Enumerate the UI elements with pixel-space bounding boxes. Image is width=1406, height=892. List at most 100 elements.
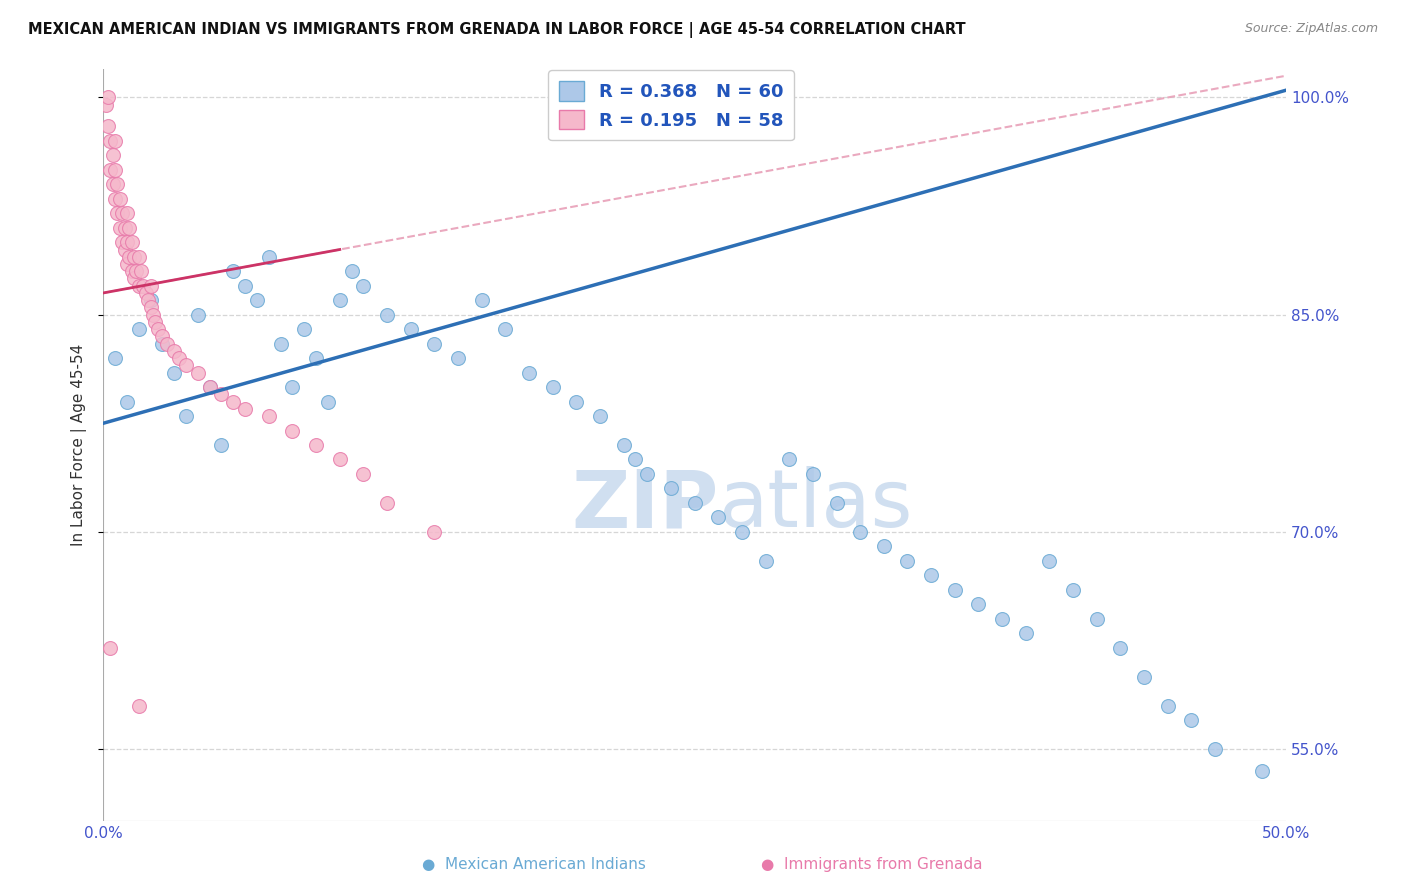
Point bbox=[101, 148, 124, 162]
Point bbox=[118, 250, 141, 264]
Point bbox=[150, 336, 173, 351]
Point bbox=[423, 336, 446, 351]
Point bbox=[143, 315, 166, 329]
Point bbox=[167, 351, 190, 365]
Point bbox=[121, 264, 143, 278]
Point bbox=[114, 220, 136, 235]
Point bbox=[1204, 742, 1226, 756]
Point bbox=[98, 162, 121, 177]
Point bbox=[111, 206, 134, 220]
Point bbox=[139, 301, 162, 315]
Point bbox=[115, 206, 138, 220]
Point bbox=[352, 278, 374, 293]
Point bbox=[340, 264, 363, 278]
Point bbox=[94, 97, 117, 112]
Text: ●  Mexican American Indians: ● Mexican American Indians bbox=[422, 857, 647, 872]
Point bbox=[128, 322, 150, 336]
Point bbox=[943, 582, 966, 597]
Point bbox=[565, 394, 588, 409]
Point bbox=[754, 554, 776, 568]
Point bbox=[122, 250, 145, 264]
Point bbox=[114, 243, 136, 257]
Point bbox=[707, 510, 730, 524]
Point bbox=[132, 278, 155, 293]
Point bbox=[136, 293, 159, 308]
Point bbox=[128, 250, 150, 264]
Point bbox=[121, 235, 143, 250]
Point bbox=[104, 351, 127, 365]
Point bbox=[174, 359, 197, 373]
Point bbox=[292, 322, 315, 336]
Point bbox=[305, 438, 328, 452]
Point bbox=[375, 308, 398, 322]
Point bbox=[636, 467, 658, 481]
Point bbox=[1180, 713, 1202, 727]
Point bbox=[399, 322, 422, 336]
Point bbox=[517, 366, 540, 380]
Text: atlas: atlas bbox=[718, 467, 912, 544]
Point bbox=[270, 336, 292, 351]
Point bbox=[211, 438, 233, 452]
Point bbox=[101, 178, 124, 192]
Point bbox=[920, 568, 942, 582]
Point bbox=[541, 380, 564, 394]
Point bbox=[1109, 640, 1132, 655]
Point bbox=[246, 293, 269, 308]
Point bbox=[150, 329, 173, 343]
Point bbox=[118, 220, 141, 235]
Point bbox=[174, 409, 197, 423]
Point bbox=[104, 162, 127, 177]
Point bbox=[108, 192, 131, 206]
Point bbox=[211, 387, 233, 401]
Legend: R = 0.368   N = 60, R = 0.195   N = 58: R = 0.368 N = 60, R = 0.195 N = 58 bbox=[548, 70, 794, 141]
Point bbox=[104, 192, 127, 206]
Text: ●  Immigrants from Grenada: ● Immigrants from Grenada bbox=[761, 857, 983, 872]
Point bbox=[589, 409, 612, 423]
Point bbox=[316, 394, 339, 409]
Point bbox=[1251, 764, 1274, 778]
Point bbox=[778, 452, 800, 467]
Point bbox=[146, 322, 169, 336]
Point bbox=[281, 424, 304, 438]
Point bbox=[1015, 626, 1038, 640]
Point bbox=[257, 250, 280, 264]
Text: Source: ZipAtlas.com: Source: ZipAtlas.com bbox=[1244, 22, 1378, 36]
Point bbox=[1133, 670, 1156, 684]
Point bbox=[97, 90, 120, 104]
Y-axis label: In Labor Force | Age 45-54: In Labor Force | Age 45-54 bbox=[72, 343, 87, 546]
Point bbox=[142, 308, 165, 322]
Point bbox=[1157, 698, 1180, 713]
Point bbox=[222, 264, 245, 278]
Point bbox=[115, 257, 138, 271]
Point bbox=[624, 452, 647, 467]
Point bbox=[305, 351, 328, 365]
Point bbox=[281, 380, 304, 394]
Point bbox=[329, 452, 352, 467]
Point bbox=[494, 322, 516, 336]
Text: ZIP: ZIP bbox=[571, 467, 718, 544]
Point bbox=[423, 524, 446, 539]
Point bbox=[991, 612, 1014, 626]
Point bbox=[222, 394, 245, 409]
Point bbox=[111, 235, 134, 250]
Point bbox=[873, 539, 896, 553]
Point bbox=[128, 698, 150, 713]
Point bbox=[156, 336, 179, 351]
Point bbox=[97, 120, 120, 134]
Point bbox=[122, 271, 145, 285]
Point bbox=[128, 278, 150, 293]
Point bbox=[98, 134, 121, 148]
Point bbox=[129, 264, 152, 278]
Point bbox=[375, 496, 398, 510]
Point bbox=[471, 293, 494, 308]
Point bbox=[329, 293, 352, 308]
Point bbox=[731, 524, 754, 539]
Point bbox=[115, 394, 138, 409]
Point bbox=[98, 640, 121, 655]
Point bbox=[1038, 554, 1060, 568]
Point bbox=[447, 351, 470, 365]
Point bbox=[163, 366, 186, 380]
Point bbox=[187, 366, 209, 380]
Point bbox=[125, 264, 148, 278]
Point bbox=[257, 409, 280, 423]
